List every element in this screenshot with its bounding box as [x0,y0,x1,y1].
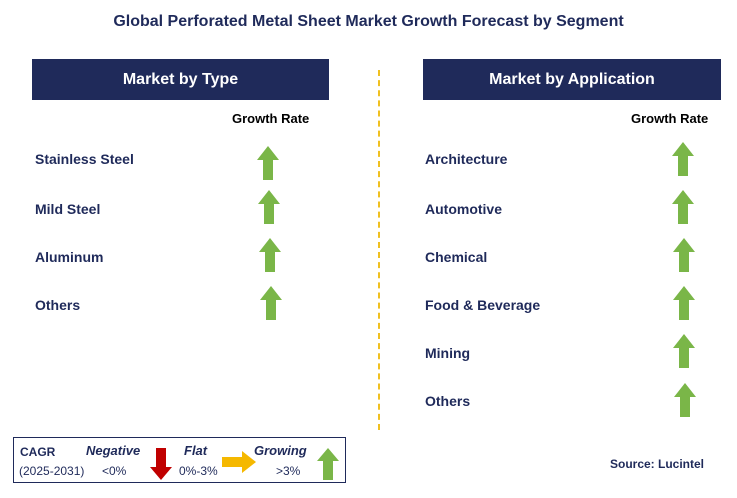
legend-negative-range: <0% [102,464,127,478]
legend-flat-label: Flat [184,443,208,458]
application-item-food-beverage: Food & Beverage [425,297,541,313]
application-item-chemical: Chemical [425,249,488,265]
type-item-aluminum: Aluminum [35,249,104,265]
growing-arrow-icon [259,238,281,272]
page-title: Global Perforated Metal Sheet Market Gro… [113,13,624,30]
growing-arrow-icon [258,190,280,224]
application-item-automotive: Automotive [425,201,502,217]
source-note: Source: Lucintel [610,457,705,471]
growing-arrow-icon [260,286,282,320]
application-item-mining: Mining [425,345,471,361]
legend-flat-range: 0%-3% [179,464,218,478]
growing-arrow-icon [257,146,279,180]
application-item-others: Others [425,393,471,409]
type-panel-header: Market by Type [32,59,329,100]
legend-growing-label: Growing [254,443,307,458]
growing-arrow-icon [673,286,695,320]
application-panel-header: Market by Application [423,59,721,100]
legend-period: (2025-2031) [19,464,85,478]
type-growth-rate-label: Growth Rate [232,111,310,126]
negative-arrow-icon [150,448,172,480]
legend-negative-label: Negative [86,443,141,458]
type-item-stainless-steel: Stainless Steel [35,151,134,167]
panel-divider [378,70,380,430]
application-item-architecture: Architecture [425,151,508,167]
growing-arrow-icon [672,190,694,224]
type-item-mild-steel: Mild Steel [35,201,101,217]
growing-arrow-icon [673,238,695,272]
growing-arrow-icon [674,383,696,417]
type-item-others: Others [35,297,81,313]
flat-arrow-icon [222,451,256,473]
legend-growing-range: >3% [276,464,301,478]
growing-arrow-icon [672,142,694,176]
growing-arrow-icon [317,448,339,480]
legend-cagr-label: CAGR [20,445,56,459]
cagr-legend: CAGR (2025-2031) Negative <0% Flat 0%-3%… [13,437,346,483]
growing-arrow-icon [673,334,695,368]
application-growth-rate-label: Growth Rate [631,111,709,126]
